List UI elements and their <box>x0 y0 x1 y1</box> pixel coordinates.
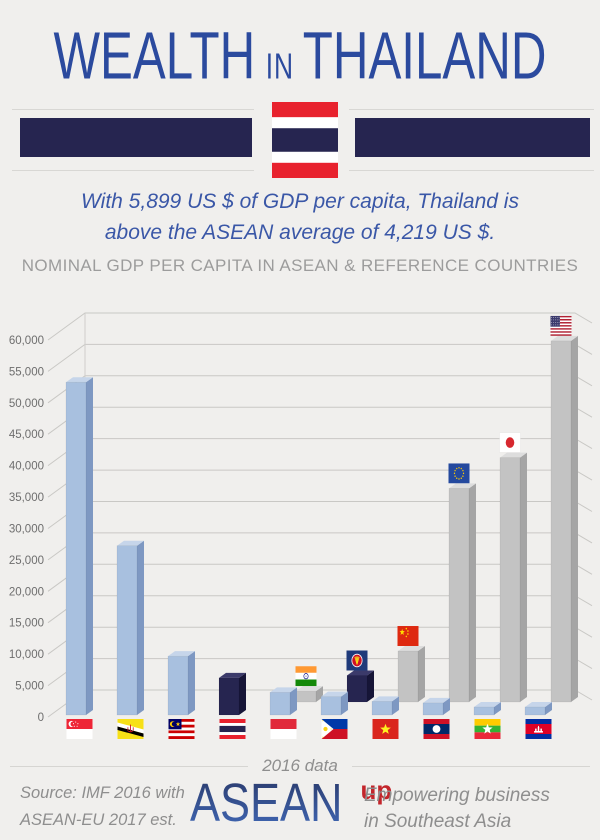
bar-myanmar <box>473 702 501 716</box>
bar-brunei <box>116 540 144 716</box>
gridline-55,000 <box>47 343 593 372</box>
asean-flag-icon <box>346 650 368 671</box>
bar-singapore <box>65 377 93 716</box>
bar-india <box>295 686 323 703</box>
malaysia-flag-icon <box>168 719 195 739</box>
china-flag-icon <box>397 626 419 647</box>
data-year-divider: 2016 data <box>10 756 591 776</box>
title-word-in: IN <box>265 47 294 87</box>
usa-flag-icon <box>550 315 572 336</box>
vietnam-flag-icon <box>372 719 399 739</box>
cambodia-flag-icon <box>525 719 552 739</box>
thailand-flag-icon <box>219 719 246 739</box>
y-axis-label-20,000: 20,000 <box>9 586 44 598</box>
y-axis-label-55,000: 55,000 <box>9 366 44 378</box>
source-note: Source: IMF 2016 with ASEAN-EU 2017 est. <box>20 780 185 834</box>
intro-line-1: With 5,899 US $ of GDP per capita, Thail… <box>81 190 519 213</box>
bar-asean-average <box>346 670 374 703</box>
philippines-flag-icon <box>321 719 348 739</box>
y-axis-label-5,000: 5,000 <box>15 681 44 693</box>
japan-flag-icon <box>499 432 521 453</box>
y-axis-label-45,000: 45,000 <box>9 429 44 441</box>
divider-navy-bar-right <box>355 118 590 157</box>
y-axis-label-15,000: 15,000 <box>9 618 44 630</box>
bar-philippines <box>320 691 348 716</box>
brand-tagline: Empowering business in Southeast Asia <box>364 783 550 835</box>
y-axis-label-35,000: 35,000 <box>9 492 44 504</box>
y-axis-label-40,000: 40,000 <box>9 461 44 473</box>
myanmar-flag-icon <box>474 719 501 739</box>
brunei-flag-icon <box>117 719 144 739</box>
eu-flag-icon <box>448 463 470 484</box>
aseanup-logo: ASEAN up <box>190 772 392 834</box>
bar-laos <box>422 697 450 716</box>
divider-line-bottom-right <box>349 170 594 171</box>
divider-line-bottom-left <box>12 170 254 171</box>
footer-line-left <box>10 765 249 767</box>
divider-line-top-left <box>12 109 254 110</box>
y-axis-label-30,000: 30,000 <box>9 523 44 535</box>
laos-flag-icon <box>423 719 450 739</box>
intro-line-2: above the ASEAN average of 4,219 US $. <box>104 221 496 244</box>
singapore-flag-icon <box>66 719 93 739</box>
divider-navy-bar-left <box>20 118 252 157</box>
y-axis-label-10,000: 10,000 <box>9 649 44 661</box>
india-flag-icon <box>295 666 317 687</box>
data-year-note: 2016 data <box>262 756 338 775</box>
intro-statement: With 5,899 US $ of GDP per capita, Thail… <box>0 186 600 248</box>
bar-united-states <box>550 335 578 703</box>
bar-japan <box>499 452 527 703</box>
page-title: WEALTH IN THAILAND <box>36 21 564 101</box>
bar-cambodia <box>524 702 552 716</box>
y-axis-label-60,000: 60,000 <box>9 335 44 347</box>
footer-line-right <box>351 765 591 767</box>
y-axis-label-50,000: 50,000 <box>9 398 44 410</box>
bar-china <box>397 646 425 703</box>
tagline-line-2: in Southeast Asia <box>364 811 512 832</box>
gridline-45,000 <box>47 406 593 435</box>
divider-line-top-right <box>349 109 594 110</box>
source-line-1: Source: IMF 2016 with <box>20 784 185 802</box>
indonesia-flag-icon <box>270 719 297 739</box>
bar-indonesia <box>269 687 297 716</box>
bar-thailand <box>218 672 246 716</box>
bar-vietnam <box>371 696 399 716</box>
source-line-2: ASEAN-EU 2017 est. <box>20 811 177 829</box>
tagline-line-1: Empowering business <box>364 785 550 806</box>
title-word-wealth: WEALTH <box>53 17 256 93</box>
gridline-60,000 <box>47 312 593 341</box>
y-axis-label-25,000: 25,000 <box>9 555 44 567</box>
y-axis-label-0: 0 <box>38 712 44 724</box>
title-word-thailand: THAILAND <box>302 17 547 93</box>
aseanup-logo-text: ASEAN <box>190 772 343 834</box>
chart-section-title: NOMINAL GDP PER CAPITA IN ASEAN & REFERE… <box>21 256 579 275</box>
gdp-per-capita-bar-chart: 0 5,000 10,000 15,000 20,000 25,000 30,000 35,0… <box>0 290 600 760</box>
gridline-50,000 <box>47 375 593 404</box>
bar-european-union <box>448 483 476 703</box>
bar-malaysia <box>167 651 195 716</box>
thailand-flag-icon <box>272 102 338 178</box>
aseanup-logo-sup: up <box>360 775 393 805</box>
